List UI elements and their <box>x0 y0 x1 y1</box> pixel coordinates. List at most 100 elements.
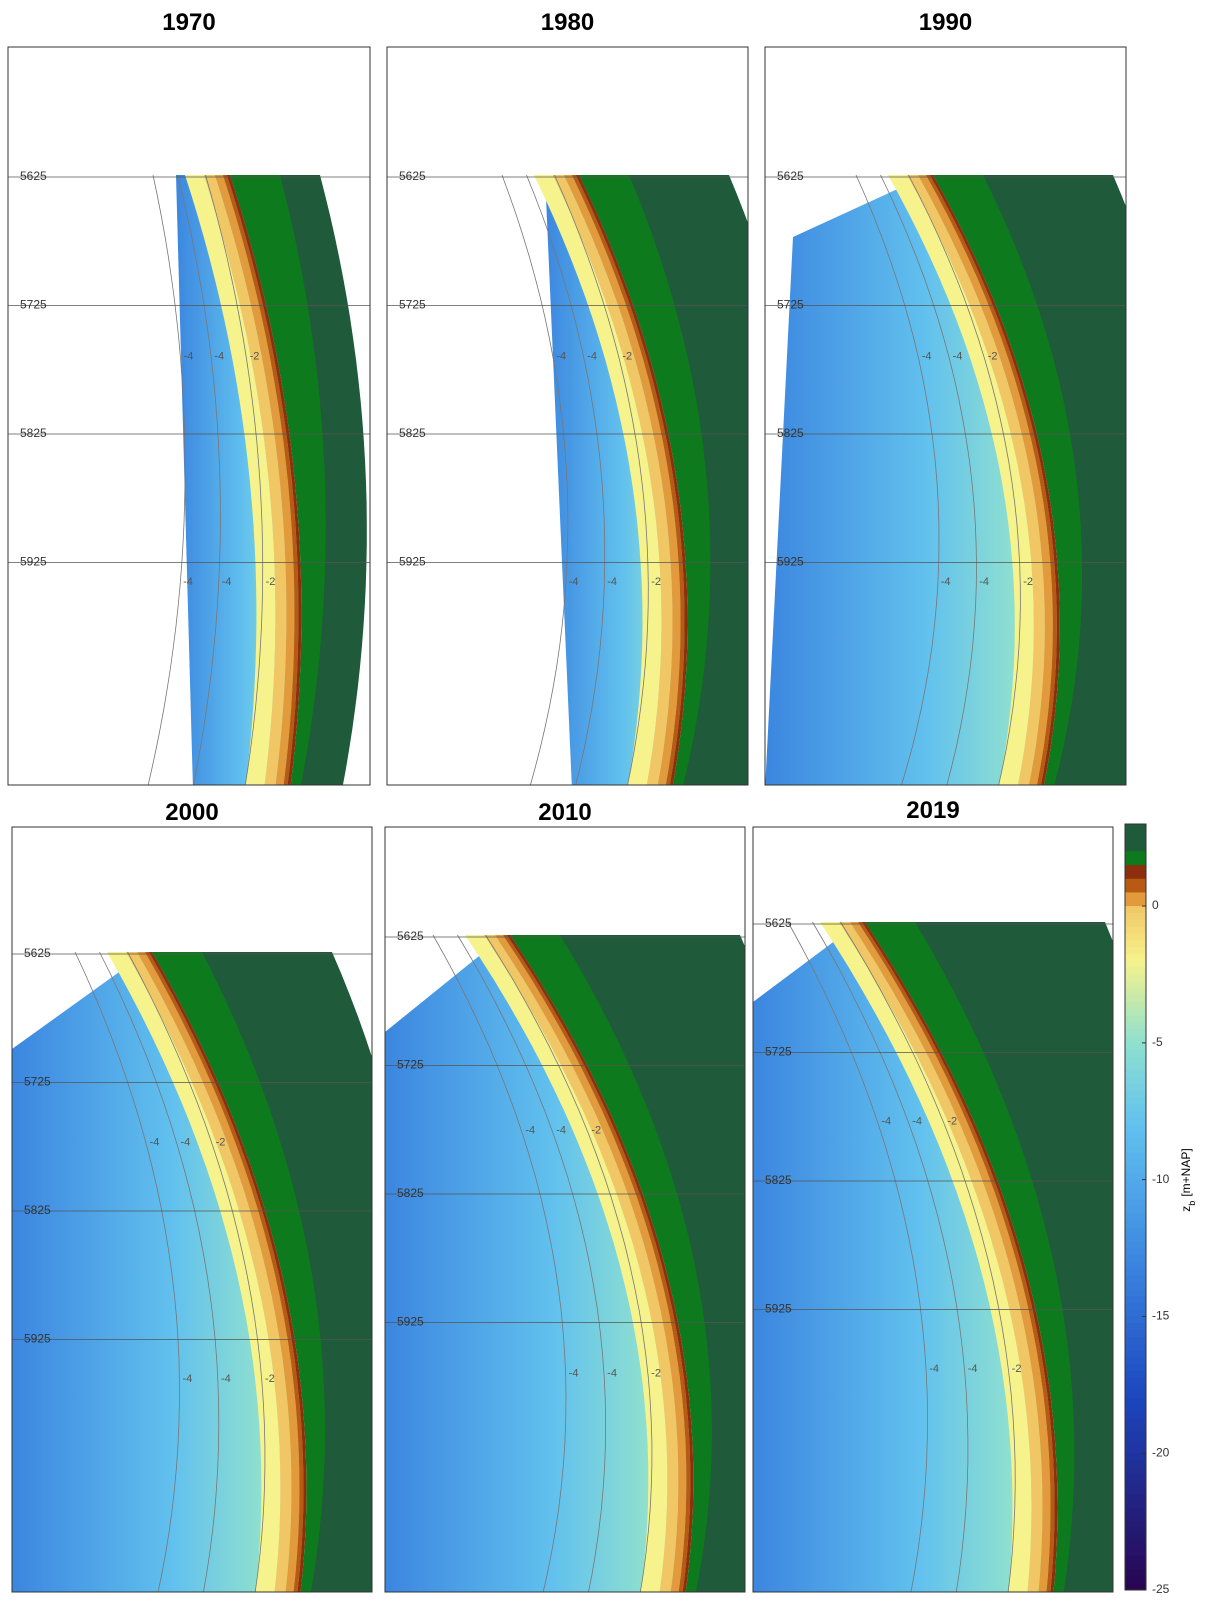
colorbar-step <box>1125 1262 1146 1269</box>
figure: zandbanken 1970-2-2-4-4-4-45625572558255… <box>0 0 1227 1601</box>
colorbar-step <box>1125 906 1146 913</box>
colorbar-tick-label: -10 <box>1152 1172 1170 1186</box>
y-tick-label: 5825 <box>777 426 804 440</box>
contour-label: -2 <box>266 576 276 588</box>
colorbar-step <box>1125 1289 1146 1296</box>
colorbar-step <box>1125 988 1146 995</box>
map-area: -2-2-4-4-4-4 <box>147 175 367 790</box>
colorbar-step <box>1125 1556 1146 1563</box>
colorbar-step <box>1125 1501 1146 1508</box>
colorbar-step <box>1125 1159 1146 1166</box>
y-tick-label: 5925 <box>399 555 426 569</box>
y-tick-label: 5825 <box>20 426 47 440</box>
contour-label: -4 <box>556 351 566 363</box>
contour-label: -2 <box>947 1116 957 1128</box>
contour-label: -4 <box>222 576 232 588</box>
colorbar-step <box>1125 940 1146 947</box>
colorbar-step <box>1125 1481 1146 1488</box>
contour-label: -4 <box>556 1125 566 1137</box>
colorbar-step <box>1125 1583 1146 1590</box>
colorbar-step <box>1125 1145 1146 1152</box>
colorbar-step <box>1125 1193 1146 1200</box>
panel-title: 2000 <box>165 799 218 826</box>
colorbar-step <box>1125 1323 1146 1330</box>
colorbar-step <box>1125 1016 1146 1023</box>
contour-label: -4 <box>941 576 951 588</box>
colorbar-step <box>1125 1337 1146 1344</box>
y-tick-label: 5825 <box>399 426 426 440</box>
colorbar-step <box>1125 1371 1146 1378</box>
colorbar-step <box>1125 1002 1146 1009</box>
colorbar-step <box>1125 1487 1146 1494</box>
contour-label: -2 <box>591 1125 601 1137</box>
colorbar-label: zb[m+NAP] <box>1179 1148 1197 1211</box>
colorbar-step <box>1125 872 1146 879</box>
colorbar-step <box>1125 1426 1146 1433</box>
colorbar-step <box>1125 899 1146 906</box>
colorbar-step <box>1125 892 1146 899</box>
contour-label: -4 <box>968 1363 978 1375</box>
colorbar-step <box>1125 1330 1146 1337</box>
colorbar-tick-label: -5 <box>1152 1035 1163 1049</box>
contour-label: -4 <box>979 576 989 588</box>
contour-label: -4 <box>912 1116 922 1128</box>
colorbar-step <box>1125 1084 1146 1091</box>
colorbar-step <box>1125 1104 1146 1111</box>
colorbar-step <box>1125 1433 1146 1440</box>
y-tick-label: 5725 <box>399 298 426 312</box>
colorbar-step <box>1125 920 1146 927</box>
contour-label: -2 <box>651 1367 661 1379</box>
colorbar-step <box>1125 1029 1146 1036</box>
panel-title: 2019 <box>906 797 959 824</box>
colorbar-step <box>1125 1494 1146 1501</box>
y-tick-label: 5625 <box>20 169 47 183</box>
colorbar-step <box>1125 1515 1146 1522</box>
colorbar-step <box>1125 1255 1146 1262</box>
label-subscript: b <box>1187 1201 1197 1206</box>
colorbar-step <box>1125 865 1146 872</box>
colorbar-step <box>1125 851 1146 858</box>
panel-title: 1990 <box>919 9 972 36</box>
contour-label: -2 <box>265 1373 275 1385</box>
colorbar-step <box>1125 1460 1146 1467</box>
colorbar-step <box>1125 1228 1146 1235</box>
colorbar-step <box>1125 1200 1146 1207</box>
contour-label: -4 <box>569 1367 579 1379</box>
map-area: -2-2-4-4-4-4 <box>765 175 1188 790</box>
colorbar-step <box>1125 1111 1146 1118</box>
contour-label: -4 <box>525 1125 535 1137</box>
colorbar-step <box>1125 968 1146 975</box>
contour-label: -4 <box>183 576 193 588</box>
colorbar-step <box>1125 1316 1146 1323</box>
colorbar-step <box>1125 1186 1146 1193</box>
colorbar-step <box>1125 1392 1146 1399</box>
contour-label: -2 <box>250 351 260 363</box>
colorbar-step <box>1125 1522 1146 1529</box>
colorbar-step <box>1125 913 1146 920</box>
y-tick-label: 5725 <box>777 298 804 312</box>
contour-label: -4 <box>881 1116 891 1128</box>
colorbar-step <box>1125 927 1146 934</box>
colorbar-step <box>1125 995 1146 1002</box>
colorbar-step <box>1125 858 1146 865</box>
colorbar-step <box>1125 1070 1146 1077</box>
y-tick-label: 5925 <box>20 555 47 569</box>
colorbar-tick-label: -25 <box>1152 1582 1170 1596</box>
contour-label: -4 <box>922 351 932 363</box>
colorbar-tick-label: -15 <box>1152 1309 1170 1323</box>
colorbar-step <box>1125 1364 1146 1371</box>
colorbar-step <box>1125 1022 1146 1029</box>
colorbar-step <box>1125 1132 1146 1139</box>
panel-title: 1980 <box>541 9 594 36</box>
colorbar-step <box>1125 1440 1146 1447</box>
contour-label: -4 <box>150 1137 160 1149</box>
colorbar-step <box>1125 1207 1146 1214</box>
colorbar-step <box>1125 1576 1146 1583</box>
colorbar-tick-label: -20 <box>1152 1445 1170 1459</box>
map-area: -2-2-4-4-4-4 <box>502 175 810 790</box>
colorbar-step <box>1125 831 1146 838</box>
y-tick-label: 5825 <box>24 1203 51 1217</box>
colorbar-step <box>1125 1269 1146 1276</box>
